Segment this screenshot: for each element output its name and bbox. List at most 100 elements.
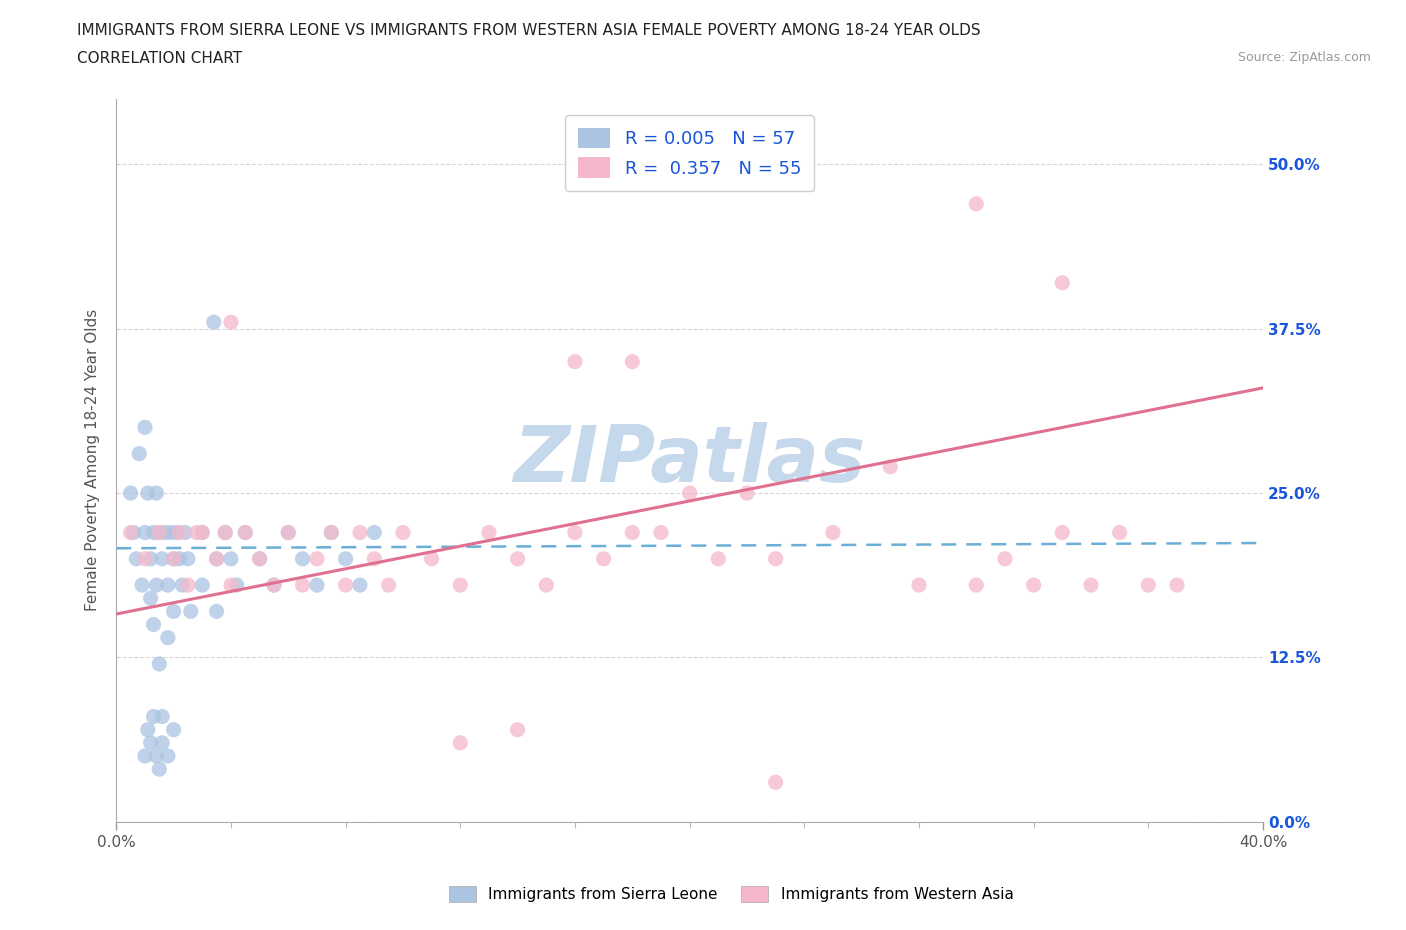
Point [148,525,170,540]
Point [125,551,148,566]
Point [263,578,285,592]
Point [128,446,150,461]
Point [321,525,343,540]
Text: IMMIGRANTS FROM SIERRA LEONE VS IMMIGRANTS FROM WESTERN ASIA FEMALE POVERTY AMON: IMMIGRANTS FROM SIERRA LEONE VS IMMIGRAN… [77,23,981,38]
Point [249,551,271,566]
Point [139,736,162,751]
Point [159,525,181,540]
Point [291,578,314,592]
Point [821,525,844,540]
Point [148,762,170,777]
Point [621,525,644,540]
Point [180,604,202,618]
Point [392,525,415,540]
Point [219,551,242,566]
Text: ZIPatlas: ZIPatlas [513,422,866,498]
Point [305,578,328,592]
Point [765,775,787,790]
Point [156,578,179,592]
Point [478,525,501,540]
Point [1166,578,1188,592]
Point [142,709,165,724]
Point [291,551,314,566]
Point [139,551,162,566]
Point [148,657,170,671]
Point [506,551,529,566]
Point [202,314,225,329]
Y-axis label: Female Poverty Among 18-24 Year Olds: Female Poverty Among 18-24 Year Olds [86,309,100,611]
Point [120,525,142,540]
Point [263,578,285,592]
Point [1052,525,1074,540]
Point [139,591,162,605]
Point [205,551,228,566]
Point [965,578,987,592]
Point [564,525,586,540]
Point [449,736,471,751]
Point [150,551,173,566]
Point [162,604,184,618]
Point [174,525,197,540]
Point [908,578,931,592]
Point [707,551,730,566]
Point [150,709,173,724]
Point [177,578,200,592]
Point [564,354,586,369]
Point [191,525,214,540]
Point [191,578,214,592]
Point [735,485,758,500]
Point [449,578,471,592]
Point [162,551,184,566]
Point [335,578,357,592]
Point [1052,275,1074,290]
Point [219,314,242,329]
Point [162,723,184,737]
Point [233,525,256,540]
Point [363,551,385,566]
Point [166,525,188,540]
Point [765,551,787,566]
Point [169,551,191,566]
Point [335,551,357,566]
Point [142,525,165,540]
Point [177,551,200,566]
Point [621,354,644,369]
Point [134,525,156,540]
Point [1022,578,1045,592]
Legend: Immigrants from Sierra Leone, Immigrants from Western Asia: Immigrants from Sierra Leone, Immigrants… [443,880,1019,909]
Point [420,551,443,566]
Point [169,525,191,540]
Point [145,578,167,592]
Point [650,525,672,540]
Point [134,551,156,566]
Point [186,525,208,540]
Point [156,749,179,764]
Point [305,551,328,566]
Point [145,485,167,500]
Point [678,485,700,500]
Point [150,736,173,751]
Text: CORRELATION CHART: CORRELATION CHART [77,51,242,66]
Point [349,525,371,540]
Point [214,525,236,540]
Point [136,723,159,737]
Point [162,551,184,566]
Point [592,551,614,566]
Point [131,578,153,592]
Text: Source: ZipAtlas.com: Source: ZipAtlas.com [1237,51,1371,64]
Point [172,578,194,592]
Point [191,525,214,540]
Legend: R = 0.005   N = 57, R =  0.357   N = 55: R = 0.005 N = 57, R = 0.357 N = 55 [565,115,814,191]
Point [214,525,236,540]
Point [965,196,987,211]
Point [277,525,299,540]
Point [120,485,142,500]
Point [148,525,170,540]
Point [153,525,176,540]
Point [994,551,1017,566]
Point [349,578,371,592]
Point [136,485,159,500]
Point [377,578,399,592]
Point [142,618,165,632]
Point [1080,578,1102,592]
